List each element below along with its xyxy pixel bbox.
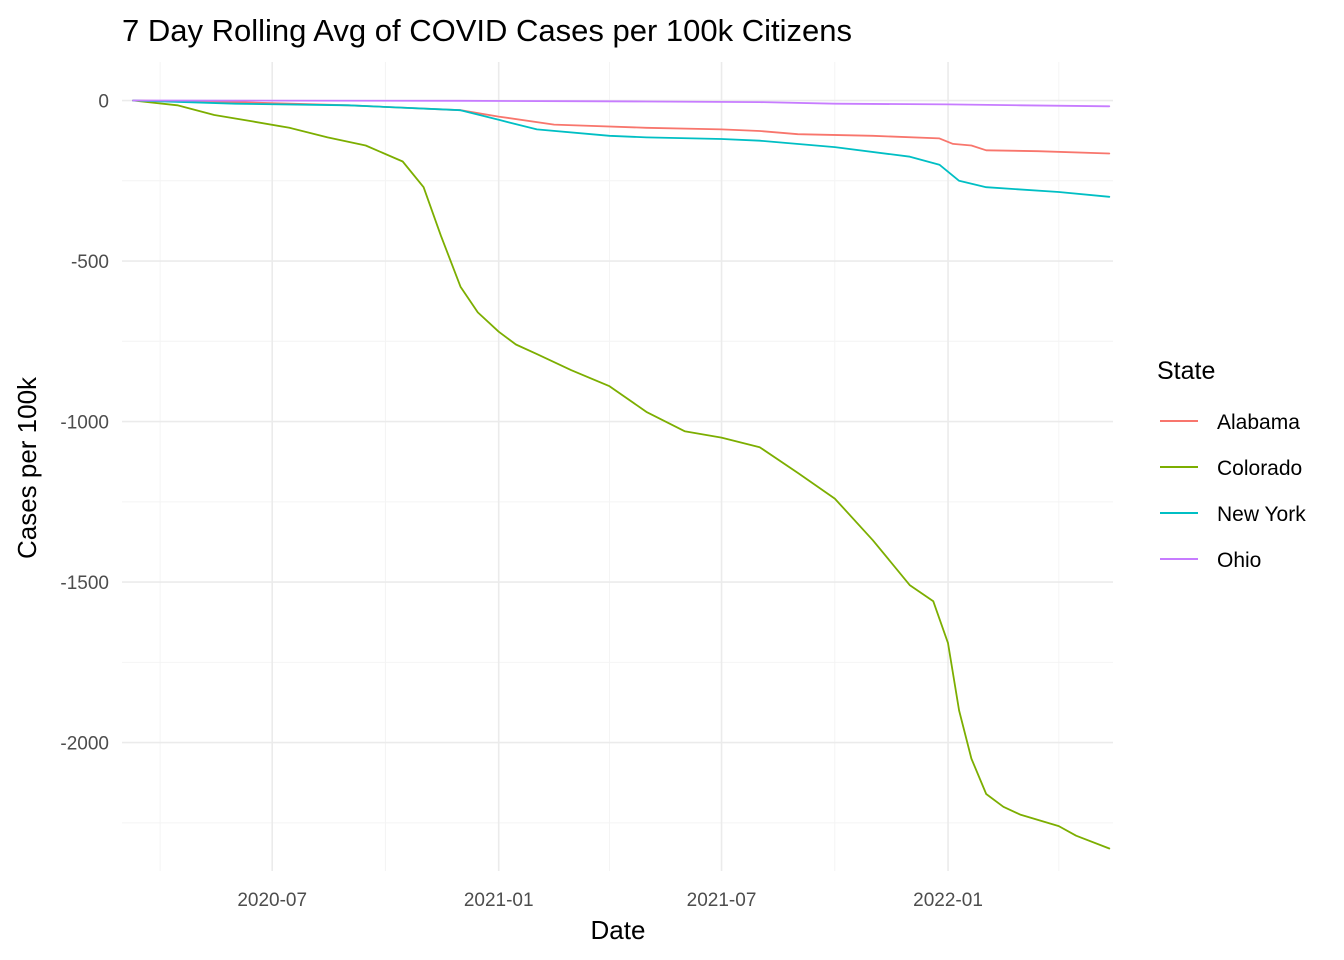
chart-title: 7 Day Rolling Avg of COVID Cases per 100… <box>122 13 852 48</box>
y-axis-tick-labels: 0 -500 -1000 -1500 -2000 <box>60 92 109 755</box>
series-line-new-york <box>132 99 1111 198</box>
legend-label-colorado: Colorado <box>1217 457 1302 480</box>
y-tick-label: -2000 <box>60 734 109 755</box>
x-tick-label: 2021-07 <box>687 890 757 911</box>
y-tick-label: 0 <box>98 92 109 113</box>
y-axis-title: Cases per 100k <box>12 376 42 559</box>
x-axis-tick-labels: 2020-07 2021-01 2021-07 2022-01 <box>237 890 983 911</box>
series-lines <box>132 99 1111 850</box>
series-line-colorado <box>132 99 1111 850</box>
x-tick-label: 2022-01 <box>913 890 983 911</box>
legend-title: State <box>1157 357 1215 385</box>
y-tick-label: -500 <box>71 252 109 273</box>
x-tick-label: 2020-07 <box>237 890 307 911</box>
x-tick-label: 2021-01 <box>464 890 534 911</box>
legend-label-alabama: Alabama <box>1217 411 1300 434</box>
legend-label-ohio: Ohio <box>1217 549 1261 572</box>
minor-gridlines <box>122 62 1113 871</box>
major-gridlines <box>122 62 1113 871</box>
legend-label-new-york: New York <box>1217 503 1306 526</box>
y-tick-label: -1000 <box>60 413 109 434</box>
legend: State Alabama Colorado New York Ohio <box>1157 357 1306 572</box>
x-axis-title: Date <box>591 915 646 945</box>
legend-items: Alabama Colorado New York Ohio <box>1160 411 1306 572</box>
y-tick-label: -1500 <box>60 573 109 594</box>
series-line-ohio <box>132 99 1111 108</box>
